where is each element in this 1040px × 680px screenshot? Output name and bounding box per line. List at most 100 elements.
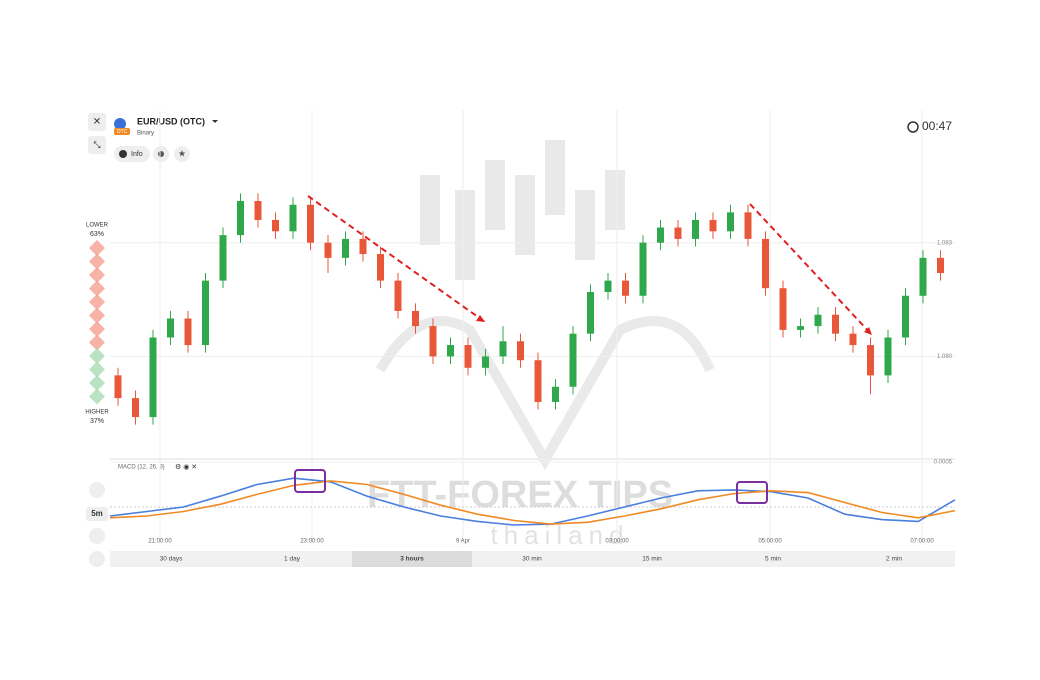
timer: 00:47 [922, 119, 952, 133]
arrow-head [476, 315, 485, 322]
timer-icon [907, 121, 919, 133]
symbol[interactable]: EUR/USD (OTC) [137, 116, 205, 126]
candle-body [849, 333, 857, 346]
candle-body [429, 326, 437, 357]
candle-body [587, 291, 594, 334]
info-label: Info [131, 151, 143, 158]
time-label: 23:00:00 [300, 539, 324, 545]
candle-body [412, 310, 419, 327]
candle-body [762, 238, 769, 289]
y-tick-label: 1.083 [937, 240, 953, 246]
sentiment-diamond [89, 334, 105, 351]
sentiment-diamond [89, 240, 105, 256]
tool-button[interactable] [89, 482, 105, 498]
candle-body [727, 212, 734, 232]
sentiment-diamond [89, 294, 105, 310]
watermark-brand: FTT-FOREX TIPS [367, 474, 673, 516]
trend-arrow [307, 195, 486, 323]
candle-body [132, 398, 139, 418]
macd-settings[interactable]: ⚙ ◉ ✕ [175, 463, 197, 471]
candle-body [324, 242, 332, 258]
interval: 5m [91, 509, 103, 518]
candle-body [552, 386, 559, 402]
timeframe-option[interactable]: 3 hours [400, 556, 424, 563]
arrow-head [864, 327, 872, 335]
candle-body [237, 200, 244, 236]
candle-body [534, 360, 542, 402]
candle-body [464, 345, 472, 368]
candle-body [149, 337, 157, 418]
candle-body [184, 318, 192, 346]
pane-divider [110, 458, 955, 460]
candle-body [937, 257, 944, 274]
candle-body [779, 288, 787, 330]
time-label: 05:00:00 [758, 539, 782, 545]
close-button[interactable] [88, 113, 106, 131]
time-label: 03:00:00 [605, 539, 629, 545]
sentiment-diamond [89, 348, 105, 364]
candle-body [447, 345, 454, 357]
timeframe-selected [352, 551, 472, 567]
candle-body [272, 219, 279, 232]
alert-icon [158, 151, 164, 157]
macd-line [109, 477, 956, 526]
y-tick-label: 0.0005 [934, 460, 953, 466]
candle-body [219, 235, 227, 281]
sentiment-diamond [89, 280, 105, 297]
time-label: 9 Apr [456, 539, 470, 545]
candle-body [307, 204, 314, 243]
timeframe-option[interactable]: 2 min [886, 556, 902, 563]
timeframe-option[interactable]: 30 days [160, 556, 184, 563]
candle-body [919, 257, 927, 296]
candle-body [114, 375, 122, 399]
draw-button[interactable] [89, 528, 105, 544]
timeframe-option[interactable]: 15 min [642, 556, 662, 563]
candle-body [342, 238, 349, 258]
candle-body [814, 314, 822, 327]
candle-body [884, 337, 892, 376]
collapse-icon: ⤡ [93, 139, 100, 149]
sentiment-bar [89, 240, 105, 405]
candle-body [639, 242, 647, 296]
timeframe-bar [110, 551, 955, 567]
sentiment-diamond [89, 267, 105, 283]
symbol-dropdown[interactable] [212, 120, 218, 123]
interval-button[interactable] [86, 507, 108, 521]
flag-icon [114, 118, 126, 130]
sentiment-diamond [89, 388, 105, 405]
time-label: 07:00:00 [910, 539, 934, 545]
timeframe-option[interactable]: 30 min [522, 556, 542, 563]
info-icon [119, 150, 127, 158]
lower-pct: 63% [90, 231, 104, 238]
candle-body [692, 219, 699, 239]
close-icon: ✕ [93, 117, 101, 128]
candle-body [674, 227, 682, 239]
otc-badge-text: OTC [117, 129, 128, 135]
sentiment-diamond [89, 253, 105, 270]
candle-body [709, 219, 717, 232]
candle-body [377, 254, 384, 281]
favorite-icon: ★ [178, 148, 186, 158]
time-label: 21:00:00 [148, 539, 172, 545]
favorite-button[interactable] [174, 146, 190, 162]
candle-body [604, 280, 612, 292]
candle-body [867, 345, 874, 376]
candle-body [832, 314, 839, 334]
candle-body [517, 341, 524, 361]
macd-title: MACD (12, 26, 9) [118, 465, 165, 471]
sentiment-diamond [89, 307, 105, 324]
timeframe-option[interactable]: 1 day [284, 556, 301, 563]
indicator-button[interactable] [89, 551, 105, 567]
collapse-button[interactable] [88, 136, 106, 154]
mode: Binary [137, 131, 154, 137]
candle-body [797, 326, 804, 330]
candle-body [482, 356, 489, 368]
sentiment-diamond [89, 361, 105, 378]
y-tick-label: 1.080 [937, 354, 953, 360]
sentiment-diamond [89, 321, 105, 337]
candle-body [254, 200, 262, 220]
crossover-box [294, 469, 326, 493]
candle-body [622, 280, 629, 296]
timeframe-option[interactable]: 5 min [765, 556, 781, 563]
